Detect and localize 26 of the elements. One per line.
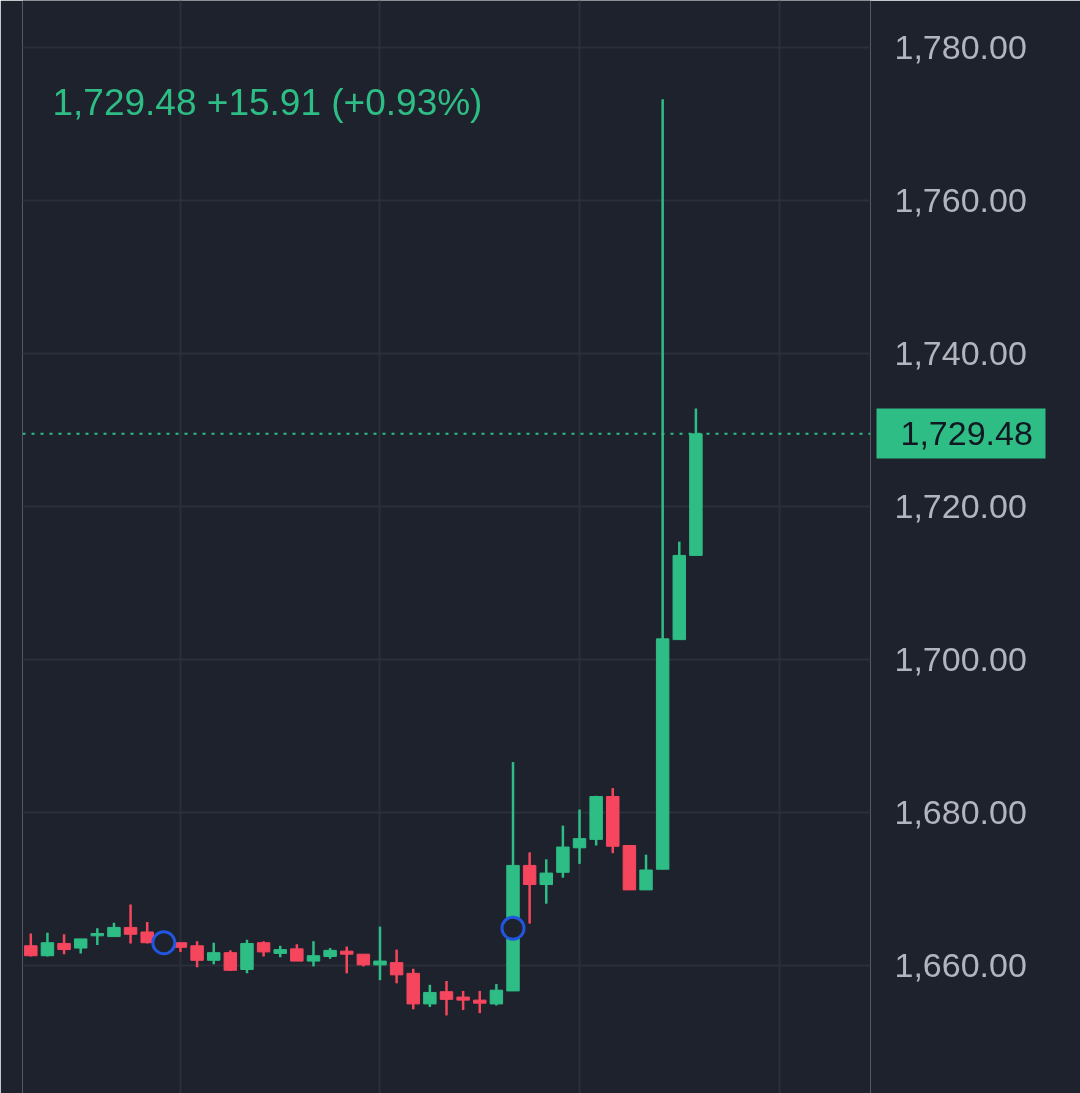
candlestick [340, 945, 354, 975]
y-tick-label: 1,760.00 [894, 180, 1027, 219]
candlestick [57, 933, 71, 956]
candlestick [306, 939, 321, 968]
candlestick [439, 979, 454, 1017]
candlestick [539, 858, 553, 905]
candlestick [90, 926, 105, 947]
candlestick [456, 989, 470, 1012]
y-tick-label: 1,660.00 [894, 946, 1027, 985]
ref-line-label: 1,729.48 [900, 414, 1033, 453]
candlestick [389, 948, 404, 985]
candlestick [123, 903, 138, 945]
candlestick [522, 851, 537, 925]
candlestick [473, 989, 487, 1015]
y-tick-label: 1,740.00 [894, 333, 1027, 372]
y-tick-label: 1,700.00 [894, 640, 1027, 679]
candlestick [373, 925, 387, 982]
text: 1,729.48 +15.91 (+0.93%) [52, 82, 483, 123]
y-tick-label: 1,780.00 [894, 27, 1027, 66]
candlestick [639, 853, 653, 892]
y-tick-label: 1,680.00 [894, 793, 1027, 832]
candlestick [423, 983, 437, 1009]
y-tick-label: 1,720.00 [894, 486, 1027, 525]
candlestick [206, 941, 221, 966]
candlestick [572, 808, 587, 866]
candlestick [190, 939, 204, 969]
